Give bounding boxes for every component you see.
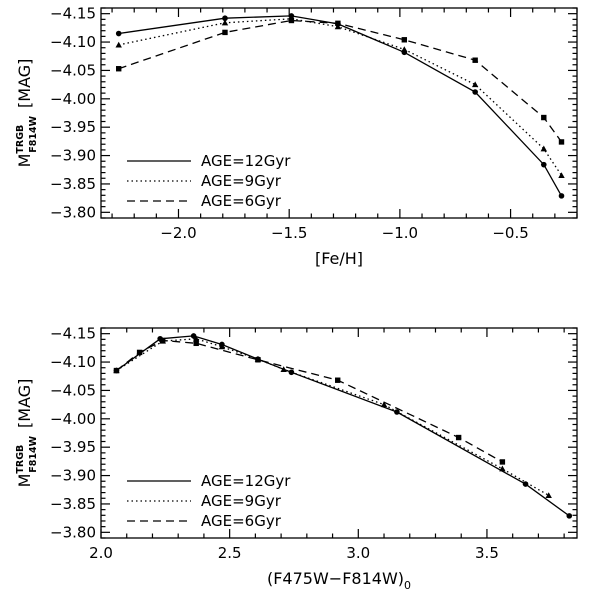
bottom-data-point-square <box>499 459 506 465</box>
bottom-data-point-square <box>113 367 120 374</box>
top-series-line-dashed <box>118 19 563 143</box>
top-series-circle <box>115 13 565 199</box>
top-data-point-triangle <box>401 46 408 52</box>
top-data-point-square <box>472 57 478 63</box>
top-x-tick-label: −0.5 <box>492 224 528 242</box>
top-x-axis-label: [Fe/H] <box>315 249 363 268</box>
top-y-tick-label: −4.15 <box>50 5 96 23</box>
bottom-data-point-square <box>335 377 341 383</box>
bottom-y-tick-label: −3.95 <box>50 438 96 456</box>
bottom-data-point-square <box>160 337 166 344</box>
bottom-y-tick-label: −4.05 <box>50 381 96 399</box>
top-x-tick-label: −2.0 <box>160 224 196 242</box>
top-y-tick-label: −3.90 <box>50 147 96 165</box>
bottom-data-point-triangle <box>499 465 506 472</box>
top-series-line-solid <box>118 15 563 197</box>
bottom-series-line-dashed <box>115 339 503 463</box>
bottom-data-point-circle <box>566 513 573 519</box>
top-series-triangle <box>115 15 565 178</box>
legend-label: AGE=6Gyr <box>201 192 282 210</box>
top-data-point-triangle <box>540 145 547 152</box>
bottom-y-axis-label: MTRGB F814W[MAG] <box>15 379 39 488</box>
top-data-point-square <box>222 29 228 36</box>
top-data-point-circle <box>558 193 565 199</box>
top-data-point-square <box>288 17 295 24</box>
top-plot-frame <box>100 7 578 219</box>
bottom-legend: AGE=12Gyr AGE=9Gyr AGE=6Gyr <box>127 472 291 530</box>
top-data-point-circle <box>115 30 122 37</box>
bottom-data-point-circle <box>522 481 529 487</box>
bottom-data-point-circle <box>190 333 197 339</box>
legend-label: AGE=6Gyr <box>201 512 282 530</box>
top-y-tick-label: −3.80 <box>50 203 96 221</box>
top-data-point-triangle <box>334 23 342 30</box>
bottom-data-point-triangle <box>218 343 226 350</box>
bottom-data-point-triangle <box>380 401 388 408</box>
top-y-tick-label: −3.85 <box>50 175 96 193</box>
bottom-x-axis-label: (F475W−F814W)0 <box>267 569 411 592</box>
bottom-series-line-dotted <box>116 338 550 496</box>
bottom-x-tick-label: 3.5 <box>475 544 499 562</box>
top-data-point-square <box>116 66 122 72</box>
top-data-point-circle <box>540 161 547 168</box>
top-data-point-triangle <box>471 81 479 88</box>
top-data-point-square <box>541 114 547 121</box>
bottom-y-tick-label: −4.10 <box>50 353 96 371</box>
bottom-plot-frame <box>100 327 578 539</box>
bottom-series-line-solid <box>116 335 570 517</box>
bottom-data-point-square <box>193 340 199 347</box>
top-y-tick-label: −4.05 <box>50 61 96 79</box>
bottom-data-point-square <box>455 434 462 441</box>
top-panel: −2.0 −1.5 −1.0 −0.5 −4.15 −4.10 −4.05 −4.00 −3.9… <box>15 5 578 268</box>
bottom-x-tick-label: 3.0 <box>346 544 370 562</box>
bottom-series-triangle <box>113 335 552 498</box>
legend-label: AGE=9Gyr <box>201 492 282 510</box>
top-y-tick-label: −3.95 <box>50 118 96 136</box>
bottom-y-tick-label: −3.85 <box>50 495 96 513</box>
bottom-y-tick-label: −4.15 <box>50 325 96 343</box>
top-x-tick-label: −1.5 <box>271 224 307 242</box>
legend-label: AGE=12Gyr <box>201 152 291 170</box>
top-legend: AGE=12Gyr AGE=9Gyr AGE=6Gyr <box>127 152 291 210</box>
top-x-tick-label: −1.0 <box>382 224 418 242</box>
top-data-point-square <box>335 20 341 27</box>
top-y-tick-label: −4.00 <box>50 90 96 108</box>
bottom-data-point-triangle <box>280 366 287 372</box>
top-data-point-circle <box>472 89 478 95</box>
top-data-point-triangle <box>558 172 565 178</box>
top-y-tick-label: −4.10 <box>50 33 96 51</box>
top-data-point-triangle <box>115 41 122 48</box>
bottom-data-point-triangle <box>193 335 200 342</box>
top-data-point-square <box>558 139 565 145</box>
legend-label: AGE=12Gyr <box>201 472 291 490</box>
bottom-x-tick-label: 2.0 <box>89 544 113 562</box>
top-series-square <box>116 17 565 145</box>
bottom-x-tick-label: 2.5 <box>218 544 242 562</box>
bottom-series-square <box>113 337 506 465</box>
bottom-data-point-triangle <box>545 492 552 498</box>
top-data-point-square <box>401 37 408 43</box>
legend-label: AGE=9Gyr <box>201 172 282 190</box>
top-series-line-dotted <box>118 18 563 176</box>
bottom-panel: 2.0 2.5 3.0 3.5 −4.15 −4.10 −4.05 −4.00 −3.95 −3.… <box>15 325 578 592</box>
bottom-data-point-square <box>255 357 261 363</box>
bottom-y-tick-label: −3.80 <box>50 523 96 541</box>
bottom-series-circle <box>113 333 573 519</box>
bottom-y-tick-label: −4.00 <box>50 410 96 428</box>
top-data-point-triangle <box>221 19 229 26</box>
top-data-point-circle <box>222 15 228 22</box>
bottom-data-point-square <box>136 349 143 356</box>
bottom-y-tick-label: −3.90 <box>50 467 96 485</box>
top-y-axis-label: MTRGB F814W[MAG] <box>15 59 39 168</box>
